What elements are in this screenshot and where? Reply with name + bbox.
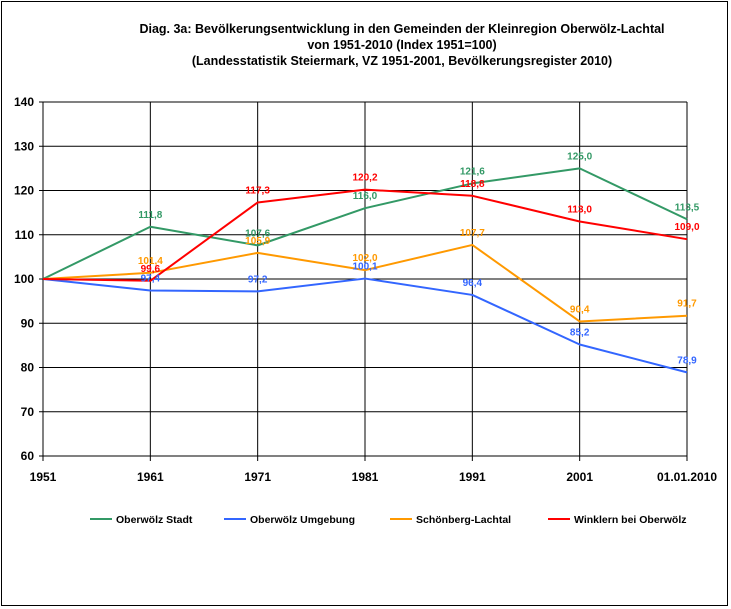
y-tick-label: 70 bbox=[21, 405, 35, 419]
data-label: 101,4 bbox=[138, 256, 163, 267]
y-tick-label: 90 bbox=[21, 316, 35, 330]
chart-title: Diag. 3a: Bevölkerungsentwicklung in den… bbox=[139, 22, 664, 68]
data-label: 107,6 bbox=[245, 228, 270, 239]
x-tick-label: 01.01.2010 bbox=[657, 470, 717, 484]
y-tick-label: 60 bbox=[21, 449, 35, 463]
chart-title-line-1: Diag. 3a: Bevölkerungsentwicklung in den… bbox=[139, 22, 664, 36]
legend: Oberwölz Stadt Oberwölz Umgebung Schönberg… bbox=[90, 514, 687, 526]
chart-title-line-3: (Landesstatistik Steiermark, VZ 1951-200… bbox=[192, 54, 612, 68]
x-tick-label: 2001 bbox=[566, 470, 593, 484]
x-tick-label: 1951 bbox=[30, 470, 57, 484]
x-tick-label: 1981 bbox=[352, 470, 379, 484]
data-label: 97,4 bbox=[141, 274, 161, 285]
x-tick-label: 1991 bbox=[459, 470, 486, 484]
data-label: 111,8 bbox=[138, 210, 162, 221]
data-label: 96,4 bbox=[463, 278, 483, 289]
data-label: 113,0 bbox=[567, 204, 592, 215]
series-lines bbox=[42, 167, 688, 374]
y-tick-label: 120 bbox=[14, 184, 34, 198]
series-line-3 bbox=[42, 188, 688, 282]
y-tick-label: 110 bbox=[15, 228, 35, 242]
data-label: 121,6 bbox=[460, 166, 485, 177]
y-tick-label: 80 bbox=[21, 361, 35, 375]
legend-label: Oberwölz Umgebung bbox=[250, 514, 355, 526]
series-line-0 bbox=[42, 167, 688, 280]
x-axis-ticks: 1951 1961 1971 1981 1991 2001 01.01.2010 bbox=[30, 470, 718, 484]
data-label: 90,4 bbox=[570, 304, 590, 315]
x-tick-label: 1961 bbox=[137, 470, 164, 484]
data-label: 105,9 bbox=[245, 236, 270, 247]
data-label: 125,0 bbox=[567, 151, 592, 162]
y-axis-ticks: 60 70 80 90 100 110 120 130 140 bbox=[14, 95, 34, 463]
legend-label: Schönberg-Lachtal bbox=[416, 514, 511, 526]
series-line-2 bbox=[42, 243, 688, 323]
data-label: 99,6 bbox=[141, 264, 161, 275]
y-tick-label: 130 bbox=[14, 139, 34, 153]
legend-label: Winklern bei Oberwölz bbox=[574, 514, 687, 526]
data-label: 100,1 bbox=[352, 262, 377, 273]
legend-label: Oberwölz Stadt bbox=[116, 514, 193, 526]
gridlines bbox=[43, 101, 688, 456]
data-label: 78,9 bbox=[677, 355, 697, 366]
series-line-1 bbox=[42, 277, 688, 374]
data-label: 97,2 bbox=[248, 274, 268, 285]
y-tick-label: 100 bbox=[14, 272, 34, 286]
chart-title-line-2: von 1951-2010 (Index 1951=100) bbox=[307, 38, 496, 52]
data-labels: 111,8 107,6 116,0 121,6 125,0 113,5 97,4 97,2 10… bbox=[138, 151, 700, 366]
data-label: 85,2 bbox=[570, 327, 590, 338]
data-label: 109,0 bbox=[674, 222, 699, 233]
data-label: 120,2 bbox=[352, 173, 377, 184]
data-label: 102,0 bbox=[352, 253, 377, 264]
data-label: 113,5 bbox=[675, 202, 700, 213]
data-label: 116,0 bbox=[353, 191, 378, 202]
y-tick-label: 140 bbox=[14, 95, 34, 109]
data-label: 107,7 bbox=[460, 228, 485, 239]
data-label: 118,8 bbox=[460, 179, 485, 190]
data-label: 91,7 bbox=[677, 299, 697, 310]
x-tick-label: 1971 bbox=[244, 470, 271, 484]
data-label: 117,3 bbox=[245, 185, 270, 196]
